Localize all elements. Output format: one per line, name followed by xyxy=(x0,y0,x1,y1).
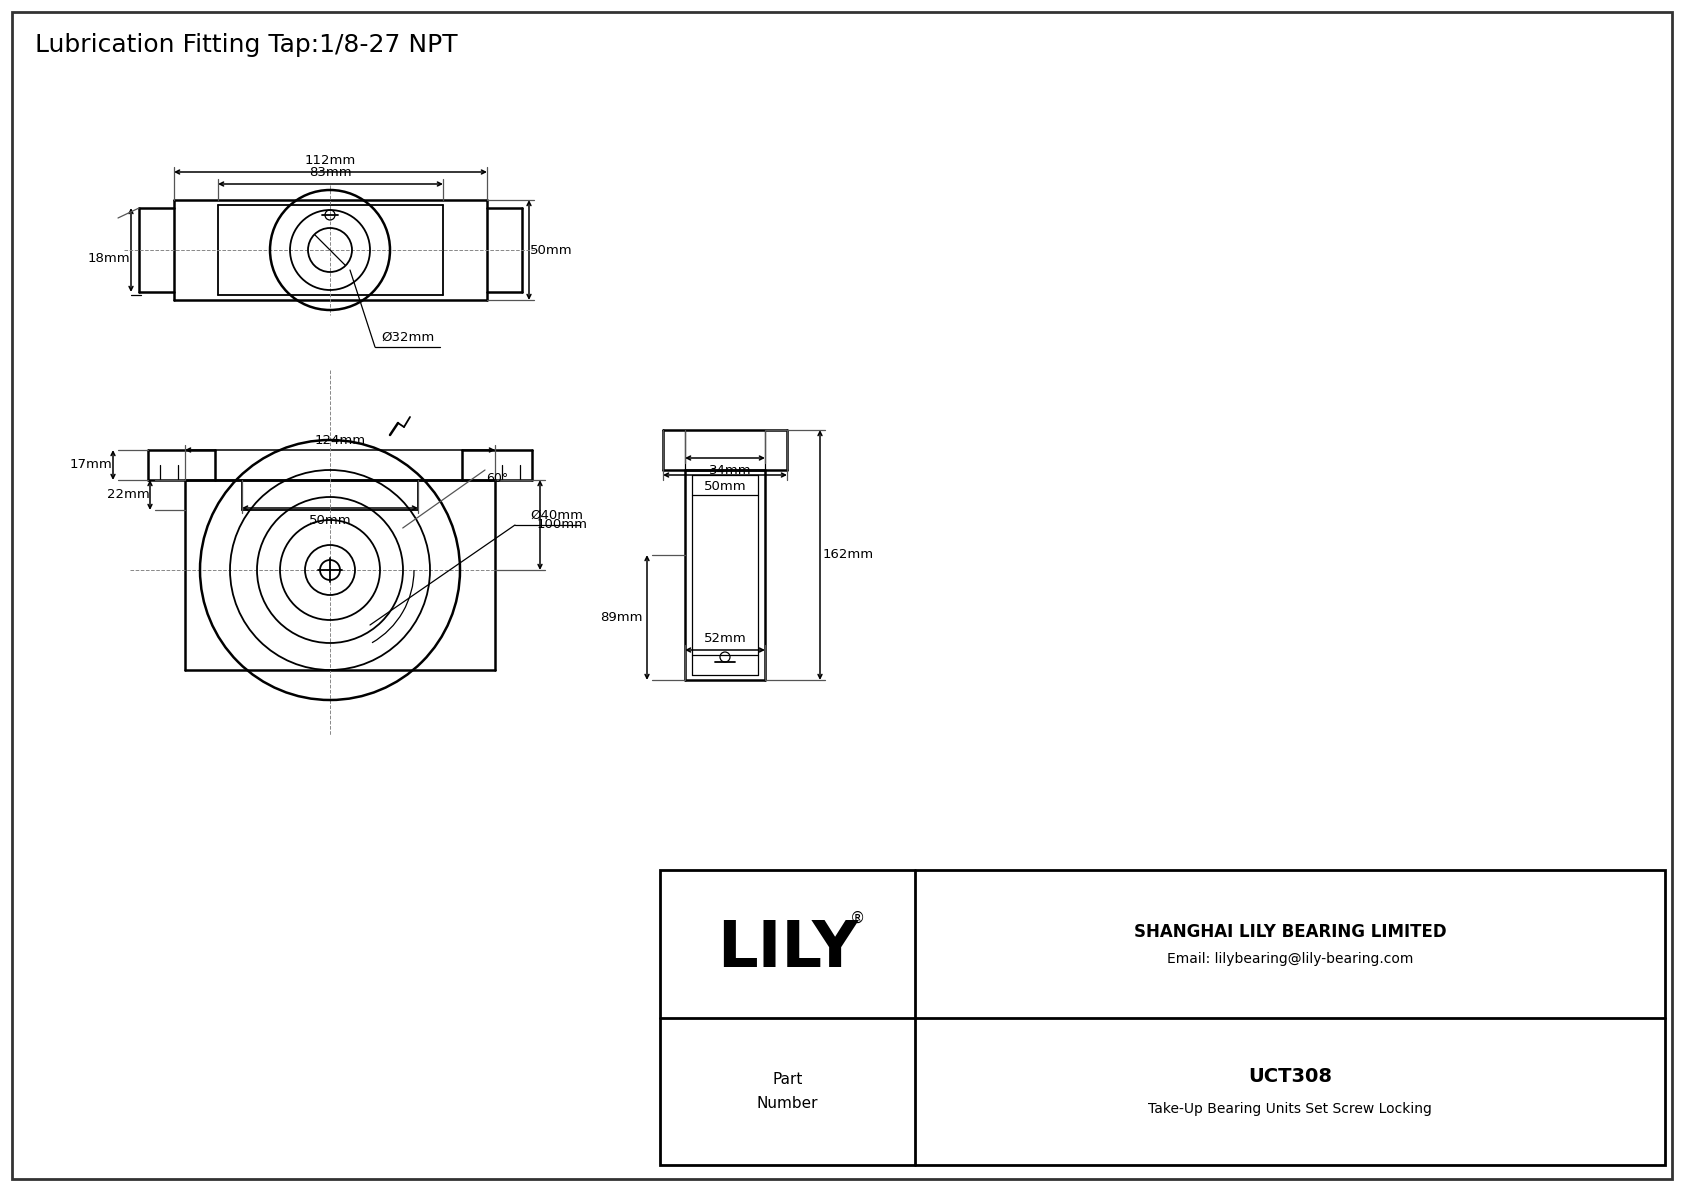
Text: Part
Number: Part Number xyxy=(756,1072,818,1111)
Text: 112mm: 112mm xyxy=(305,154,355,167)
Text: LILY: LILY xyxy=(717,918,859,980)
Text: Email: lilybearing@lily-bearing.com: Email: lilybearing@lily-bearing.com xyxy=(1167,952,1413,966)
Text: 52mm: 52mm xyxy=(704,631,746,644)
Text: 34mm: 34mm xyxy=(709,463,751,476)
Bar xyxy=(660,869,1665,1165)
Text: 22mm: 22mm xyxy=(106,488,150,501)
Text: 18mm: 18mm xyxy=(88,251,130,264)
Text: Ø32mm: Ø32mm xyxy=(381,330,434,343)
Text: SHANGHAI LILY BEARING LIMITED: SHANGHAI LILY BEARING LIMITED xyxy=(1133,923,1447,941)
Text: 50mm: 50mm xyxy=(308,513,352,526)
Text: 50mm: 50mm xyxy=(530,243,573,256)
Text: 60°: 60° xyxy=(487,472,509,485)
Text: Ø40mm: Ø40mm xyxy=(530,509,583,522)
Text: 83mm: 83mm xyxy=(310,166,352,179)
Text: Lubrication Fitting Tap:1/8-27 NPT: Lubrication Fitting Tap:1/8-27 NPT xyxy=(35,33,458,57)
Text: 89mm: 89mm xyxy=(600,611,642,624)
Text: 17mm: 17mm xyxy=(69,459,113,472)
Text: 50mm: 50mm xyxy=(704,480,746,493)
Text: 100mm: 100mm xyxy=(537,518,588,531)
Text: 124mm: 124mm xyxy=(315,434,365,447)
Text: UCT308: UCT308 xyxy=(1248,1067,1332,1086)
Text: 162mm: 162mm xyxy=(822,549,874,561)
Text: Take-Up Bearing Units Set Screw Locking: Take-Up Bearing Units Set Screw Locking xyxy=(1148,1103,1431,1116)
Text: ®: ® xyxy=(850,910,866,925)
